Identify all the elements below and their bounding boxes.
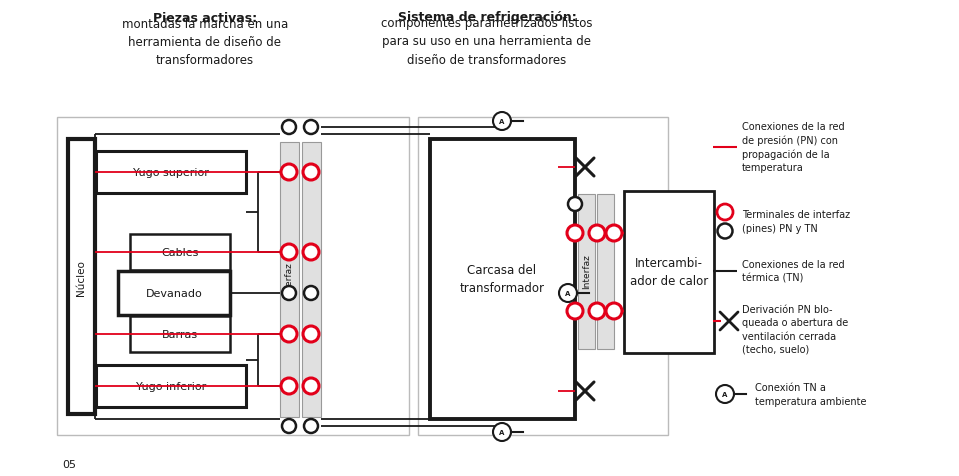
Text: Núcleo: Núcleo — [76, 259, 86, 295]
Circle shape — [567, 226, 583, 241]
Circle shape — [589, 226, 605, 241]
Bar — [96, 152, 246, 194]
Text: A: A — [722, 391, 728, 397]
Bar — [130, 235, 230, 270]
Bar — [280, 143, 299, 417]
Text: A: A — [565, 290, 571, 297]
Bar — [118, 271, 230, 315]
Bar — [96, 365, 246, 407]
Text: Intercambi-
ador de calor: Intercambi- ador de calor — [630, 257, 708, 288]
Bar — [57, 118, 409, 435]
Circle shape — [716, 385, 734, 403]
Bar — [430, 140, 575, 419]
Text: A: A — [500, 429, 504, 435]
Circle shape — [281, 378, 297, 394]
Circle shape — [304, 121, 318, 135]
Circle shape — [303, 378, 319, 394]
Circle shape — [493, 423, 511, 441]
Bar — [597, 195, 614, 349]
Circle shape — [282, 121, 296, 135]
Circle shape — [559, 284, 577, 302]
Text: Cables: Cables — [161, 248, 199, 258]
Circle shape — [717, 205, 733, 220]
Circle shape — [303, 327, 319, 342]
Text: Carcasa del
transformador: Carcasa del transformador — [459, 264, 545, 295]
Text: Derivación PN blo-
queada o abertura de
ventilación cerrada
(techo, suelo): Derivación PN blo- queada o abertura de … — [742, 305, 849, 354]
Text: Terminales de interfaz
(pines) PN y TN: Terminales de interfaz (pines) PN y TN — [742, 210, 850, 233]
Text: Conexión TN a
temperatura ambiente: Conexión TN a temperatura ambiente — [755, 383, 867, 406]
Circle shape — [304, 287, 318, 300]
Circle shape — [589, 303, 605, 319]
Text: Yugo superior: Yugo superior — [133, 168, 209, 178]
Circle shape — [282, 287, 296, 300]
Bar — [624, 192, 714, 353]
Bar — [68, 140, 95, 414]
Circle shape — [281, 165, 297, 180]
Circle shape — [493, 113, 511, 131]
Circle shape — [606, 226, 622, 241]
Text: Sistema de refrigeración:: Sistema de refrigeración: — [398, 11, 576, 24]
Circle shape — [303, 165, 319, 180]
Circle shape — [303, 245, 319, 260]
Text: Yugo inferior: Yugo inferior — [136, 381, 206, 391]
Circle shape — [568, 198, 582, 211]
Bar — [302, 143, 321, 417]
Circle shape — [606, 303, 622, 319]
Text: Piezas activas:: Piezas activas: — [152, 11, 257, 24]
Circle shape — [717, 224, 733, 239]
Bar — [130, 317, 230, 352]
Bar — [578, 195, 595, 349]
Circle shape — [281, 327, 297, 342]
Text: A: A — [500, 119, 504, 125]
Text: Interfaz: Interfaz — [285, 262, 293, 297]
Bar — [418, 118, 668, 435]
Circle shape — [304, 419, 318, 433]
Text: 05: 05 — [62, 459, 76, 469]
Text: Conexiones de la red
térmica (TN): Conexiones de la red térmica (TN) — [742, 260, 845, 283]
Text: Barras: Barras — [162, 329, 199, 339]
Circle shape — [282, 419, 296, 433]
Text: Interfaz: Interfaz — [582, 254, 592, 289]
Circle shape — [567, 303, 583, 319]
Text: componentes parametrizados listos
para su uso en una herramienta de
diseño de tr: componentes parametrizados listos para s… — [382, 18, 593, 66]
Text: Devanado: Devanado — [146, 288, 202, 298]
Circle shape — [281, 245, 297, 260]
Text: Conexiones de la red
de presión (PN) con
propagación de la
temperatura: Conexiones de la red de presión (PN) con… — [742, 122, 845, 173]
Text: montadas la marcha en una
herramienta de diseño de
transformadores: montadas la marcha en una herramienta de… — [122, 18, 288, 66]
